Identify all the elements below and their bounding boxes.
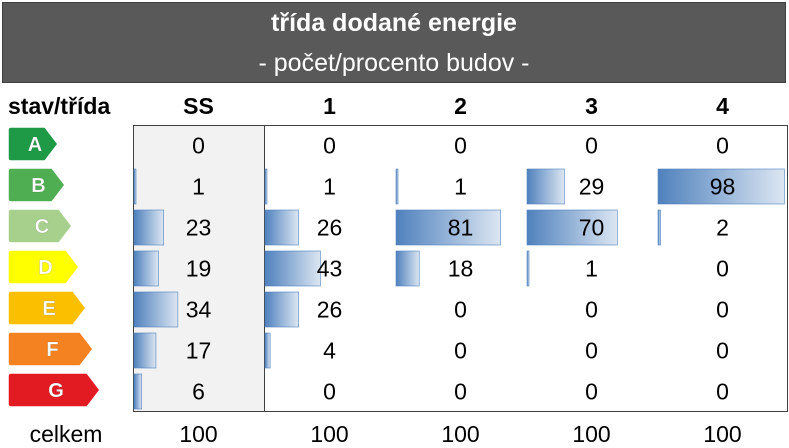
cell-value-c-2: 81 [448,215,474,241]
cell-value-a-2: 0 [454,133,467,159]
energy-class-arrow-d [7,249,80,285]
energy-class-arrow-g [7,372,101,408]
cell-value-g-2: 0 [454,379,467,405]
cell-value-c-3: 70 [579,215,605,241]
total-value-4: 100 [703,421,741,447]
energy-class-arrow-c [7,208,73,244]
cell-value-e-4: 0 [716,297,729,323]
energy-class-label-c: C [35,216,49,238]
data-bar-e-ss [133,291,179,328]
data-bar-g-ss [133,373,143,410]
cell-value-e-1: 26 [317,297,343,323]
data-bar-d-ss [133,250,159,287]
column-header-3: 3 [585,93,598,119]
energy-class-arrow-b [7,167,66,203]
cell-value-e-3: 0 [585,297,598,323]
total-label: celkem [30,421,103,447]
data-bar-c-2 [395,209,501,246]
data-bar-b-ss [133,168,137,205]
total-value-2: 100 [441,421,479,447]
cell-value-f-ss: 17 [186,338,212,364]
cell-value-c-1: 26 [317,215,343,241]
corner-label: stav/třída [8,93,110,119]
cell-value-f-2: 0 [454,338,467,364]
energy-class-arrow-f [7,331,94,367]
cell-value-g-ss: 6 [192,379,205,405]
data-bar-b-1 [264,168,268,205]
cell-value-d-2: 18 [448,256,474,282]
cell-value-a-4: 0 [716,133,729,159]
cell-value-d-4: 0 [716,256,729,282]
cell-value-d-ss: 19 [186,256,212,282]
total-value-3: 100 [572,421,610,447]
data-bar-c-1 [264,209,299,246]
data-bar-d-1 [264,250,321,287]
data-bar-d-3 [526,250,530,287]
chart-title-box: třída dodané energie - počet/procento bu… [2,2,786,83]
cell-value-a-3: 0 [585,133,598,159]
column-header-1: 1 [323,93,336,119]
cell-value-e-2: 0 [454,297,467,323]
energy-class-label-g: G [48,380,64,402]
data-bar-c-ss [133,209,164,246]
cell-value-b-2: 1 [454,174,467,200]
cell-value-f-1: 4 [323,338,336,364]
cell-value-b-4: 98 [710,174,736,200]
cell-value-d-3: 1 [585,256,598,282]
energy-class-label-a: A [28,134,42,156]
cell-value-b-1: 1 [323,174,336,200]
cell-value-g-4: 0 [716,379,729,405]
data-bar-c-3 [526,209,618,246]
energy-class-label-b: B [31,175,45,197]
data-bar-f-ss [133,332,157,369]
column-header-2: 2 [454,93,467,119]
cell-value-c-ss: 23 [186,215,212,241]
total-value-1: 100 [310,421,348,447]
column-header-4: 4 [716,93,729,119]
data-bar-b-2 [395,168,399,205]
cell-value-a-ss: 0 [192,133,205,159]
data-bar-e-1 [264,291,299,328]
chart-subtitle: - počet/procento budov - [258,49,530,77]
cell-value-f-3: 0 [585,338,598,364]
data-bar-b-4 [657,168,785,205]
energy-class-arrow-e [7,290,87,326]
column-header-ss: SS [183,93,214,119]
cell-value-g-3: 0 [585,379,598,405]
energy-class-label-d: D [38,257,52,279]
cell-value-g-1: 0 [323,379,336,405]
data-bar-b-3 [526,168,565,205]
cell-value-c-4: 2 [716,215,729,241]
data-bar-c-4 [657,209,661,246]
data-bar-f-1 [264,332,271,369]
chart-title: třída dodané energie [271,9,517,37]
energy-class-label-f: F [46,339,58,361]
cell-value-d-1: 43 [317,256,343,282]
cell-value-e-ss: 34 [186,297,212,323]
cell-value-f-4: 0 [716,338,729,364]
total-value-ss: 100 [179,421,217,447]
cell-value-b-3: 29 [579,174,605,200]
cell-value-b-ss: 1 [192,174,205,200]
table-border [133,125,788,412]
data-bar-d-2 [395,250,420,287]
cell-value-a-1: 0 [323,133,336,159]
energy-class-arrow-a [7,126,59,162]
energy-class-label-e: E [42,298,55,320]
